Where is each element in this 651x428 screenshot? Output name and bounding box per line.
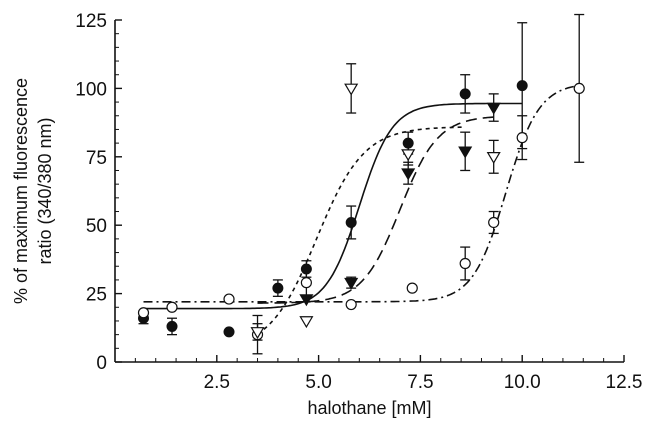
y-tick-label: 125 <box>75 11 107 32</box>
point-filled-circle <box>345 216 357 228</box>
y-tick-label: 0 <box>96 353 107 374</box>
x-tick-label: 7.5 <box>407 372 433 393</box>
y-axis-title-line: % of maximum fluorescence <box>11 78 31 304</box>
point-open-triangle <box>299 316 314 329</box>
point-open-circle <box>300 277 312 289</box>
point-filled-circle <box>166 320 178 332</box>
fit-curve-solid <box>143 102 523 310</box>
point-filled-circle <box>272 282 284 294</box>
point-open-circle <box>406 282 418 294</box>
y-axis-title: % of maximum fluorescence ratio (340/380 … <box>11 78 55 304</box>
point-filled-circle <box>459 88 471 100</box>
axes <box>114 20 624 363</box>
point-open-circle <box>459 257 471 270</box>
point-filled-triangle <box>344 277 359 290</box>
point-open-circle <box>516 132 528 144</box>
point-filled-triangle <box>401 168 416 181</box>
point-open-circle <box>166 301 178 313</box>
point-open-circle <box>573 82 585 95</box>
fit-curve-short-dash <box>257 126 466 335</box>
fit-curve-dash-dot <box>143 84 580 303</box>
y-axis-title-line: ratio (340/380 nm) <box>35 117 55 264</box>
point-filled-triangle <box>299 294 314 307</box>
fit-curves <box>143 84 580 335</box>
x-axis-ticks: 2.5 5.0 7.5 10.0 12.5 <box>134 355 643 393</box>
y-axis-ticks: 0 25 50 75 100 125 <box>75 11 122 374</box>
fit-curve-long-dash <box>257 116 494 304</box>
x-tick-label: 5.0 <box>305 372 331 393</box>
error-bars <box>138 13 585 355</box>
point-open-circle <box>137 307 150 319</box>
point-filled-circle <box>402 137 414 149</box>
point-filled-circle <box>516 80 528 92</box>
y-tick-label: 50 <box>86 216 107 237</box>
x-tick-label: 10.0 <box>504 372 541 393</box>
point-open-triangle <box>401 149 416 162</box>
point-filled-circle <box>223 326 235 338</box>
point-open-circle <box>488 216 500 229</box>
point-open-triangle <box>486 152 501 164</box>
point-filled-triangle <box>486 102 501 115</box>
x-axis-title: halothane [mM] <box>307 398 431 418</box>
point-filled-triangle <box>458 146 473 159</box>
y-tick-label: 25 <box>86 285 107 306</box>
x-tick-label: 2.5 <box>204 372 230 393</box>
point-open-triangle <box>250 327 265 340</box>
data-markers <box>137 80 585 341</box>
point-open-circle <box>345 298 357 311</box>
y-tick-label: 100 <box>75 79 107 100</box>
x-tick-label: 12.5 <box>606 372 643 393</box>
y-tick-label: 75 <box>86 148 107 169</box>
point-filled-circle <box>300 263 312 275</box>
point-open-triangle <box>344 83 359 96</box>
point-open-circle <box>223 293 235 305</box>
